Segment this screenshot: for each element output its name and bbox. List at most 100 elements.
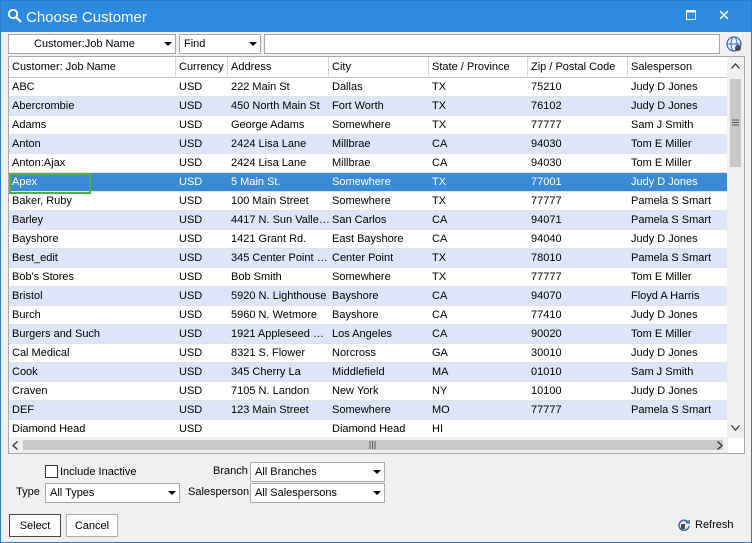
cell-customer-job-name: Baker, Ruby <box>12 195 72 207</box>
cell-zip-postal-code: 77777 <box>531 271 562 283</box>
search-input[interactable] <box>264 34 720 54</box>
include-inactive-label: Include Inactive <box>60 466 137 478</box>
table-row[interactable]: Cook USD 345 Cherry La Middlefield MA 01010 Sa… <box>9 363 728 382</box>
cell-zip-postal-code: 77777 <box>531 404 562 416</box>
maximize-button[interactable] <box>682 7 700 23</box>
cell-salesperson: Judy D Jones <box>631 100 698 112</box>
table-row[interactable]: DEF USD 123 Main Street Somewhere MO 77777 Pam… <box>9 401 728 420</box>
cell-salesperson: Tom E Miller <box>631 138 692 150</box>
globe-icon[interactable] <box>725 35 743 53</box>
table-row[interactable]: Craven USD 7105 N. Landon New York NY 10100 Ju… <box>9 382 728 401</box>
table-row[interactable]: ABC USD 222 Main St Dallas TX 75210 Judy D Jon… <box>9 78 728 97</box>
cell-city: Diamond Head <box>332 423 406 435</box>
cell-state-province: CA <box>432 290 448 302</box>
cell-customer-job-name: DEF <box>12 404 34 416</box>
column-header-address[interactable]: Address <box>228 57 329 78</box>
refresh-icon <box>678 519 691 532</box>
cell-customer-job-name: Anton <box>12 138 41 150</box>
cell-salesperson: Pamela S Smart <box>631 404 712 416</box>
table-row[interactable]: Apex USD 5 Main St. Somewhere TX 77001 Judy D … <box>9 173 728 194</box>
table-row[interactable]: Anton USD 2424 Lisa Lane Millbrae CA 94030 Tom… <box>9 135 728 154</box>
scroll-left-icon[interactable] <box>12 441 18 450</box>
cell-city: Somewhere <box>332 271 391 283</box>
column-header-customer-job-name[interactable]: Customer: Job Name <box>9 57 176 78</box>
cell-zip-postal-code: 30010 <box>531 347 562 359</box>
horizontal-scroll-thumb[interactable] <box>23 440 723 450</box>
cell-city: Millbrae <box>332 138 371 150</box>
cell-city: Bayshore <box>332 290 379 302</box>
scroll-right-icon[interactable] <box>717 441 723 450</box>
cell-state-province: CA <box>432 138 448 150</box>
cell-address: 5 Main St. <box>231 176 281 188</box>
table-row[interactable]: Burch USD 5960 N. Wetmore Bayshore CA 77410 Ju… <box>9 306 728 325</box>
cell-state-province: TX <box>432 271 447 283</box>
cell-state-province: NY <box>432 385 448 397</box>
table-row[interactable]: Adams USD George Adams Somewhere TX 77777 Sam … <box>9 116 728 135</box>
bottom-bar: Select Cancel Refresh <box>1 511 751 542</box>
cell-customer-job-name: Adams <box>12 119 47 131</box>
search-field-combo[interactable]: Customer:Job Name <box>8 34 176 54</box>
column-header-city[interactable]: City <box>329 57 429 78</box>
cell-zip-postal-code: 77001 <box>531 176 562 188</box>
cell-address: 1421 Grant Rd. <box>231 233 307 245</box>
cell-zip-postal-code: 77777 <box>531 119 562 131</box>
table-row[interactable]: Bristol USD 5920 N. Lighthouse Bayshore CA 94… <box>9 287 728 306</box>
table-row[interactable]: Bob's Stores USD Bob Smith Somewhere TX 77777… <box>9 268 728 287</box>
branch-select[interactable]: All Branches <box>250 462 385 482</box>
vertical-scrollbar[interactable] <box>727 57 744 438</box>
scroll-down-icon[interactable] <box>731 425 740 431</box>
table-row[interactable]: Best_edit USD 345 Center Point … Center Poi… <box>9 249 728 268</box>
table-row[interactable]: Burgers and Such USD 1921 Appleseed … Los A… <box>9 325 728 344</box>
cell-state-province: CA <box>432 233 448 245</box>
select-button[interactable]: Select <box>9 514 61 537</box>
column-header-state-province[interactable]: State / Province <box>429 57 528 78</box>
cell-state-province: TX <box>432 195 447 207</box>
type-label: Type <box>16 486 40 498</box>
cell-zip-postal-code: 77777 <box>531 195 562 207</box>
chevron-down-icon <box>246 42 260 46</box>
cell-address: 5920 N. Lighthouse <box>231 290 327 302</box>
close-button[interactable] <box>715 7 733 23</box>
refresh-button[interactable]: Refresh <box>677 518 734 532</box>
search-mode-combo[interactable]: Find <box>179 34 261 54</box>
cell-customer-job-name: Cook <box>12 366 38 378</box>
cell-salesperson: Pamela S Smart <box>631 252 712 264</box>
cell-state-province: CA <box>432 309 448 321</box>
table-row[interactable]: Barley USD 4417 N. Sun Valle… San Carlos CA 9… <box>9 211 728 230</box>
column-header-zip-postal-code[interactable]: Zip / Postal Code <box>528 57 628 78</box>
cell-zip-postal-code: 75210 <box>531 81 562 93</box>
table-row[interactable]: Abercrombie USD 450 North Main St Fort Wort… <box>9 97 728 116</box>
scroll-up-icon[interactable] <box>731 63 740 69</box>
window-title: Choose Customer <box>26 9 147 26</box>
column-header-salesperson[interactable]: Salesperson <box>628 57 728 78</box>
vertical-scroll-thumb[interactable] <box>730 79 741 167</box>
column-header-currency[interactable]: Currency <box>176 57 228 78</box>
salesperson-select-value: All Salespersons <box>255 487 337 499</box>
table-row[interactable]: Anton:Ajax USD 2424 Lisa Lane Millbrae CA 940… <box>9 154 728 173</box>
cell-customer-job-name: Craven <box>12 385 48 397</box>
include-inactive-checkbox[interactable] <box>45 465 58 478</box>
cell-salesperson: Tom E Miller <box>631 271 692 283</box>
cell-city: Somewhere <box>332 176 391 188</box>
cell-address: 345 Center Point … <box>231 252 328 264</box>
cell-zip-postal-code: 77410 <box>531 309 562 321</box>
type-select[interactable]: All Types <box>45 483 180 503</box>
salesperson-select[interactable]: All Salespersons <box>250 483 385 503</box>
table-row[interactable]: Bayshore USD 1421 Grant Rd. East Bayshore CA… <box>9 230 728 249</box>
type-select-value: All Types <box>50 487 95 499</box>
cell-zip-postal-code: 94070 <box>531 290 562 302</box>
customer-grid[interactable]: Customer: Job Name Currency Address City Sta… <box>8 56 745 454</box>
cell-address: Bob Smith <box>231 271 282 283</box>
grid-header: Customer: Job Name Currency Address City Sta… <box>9 57 735 78</box>
cell-address: 345 Cherry La <box>231 366 301 378</box>
cell-address: 8321 S. Flower <box>231 347 305 359</box>
table-row[interactable]: Baker, Ruby USD 100 Main Street Somewhere TX… <box>9 192 728 211</box>
table-row[interactable]: Cal Medical USD 8321 S. Flower Norcross GA 30… <box>9 344 728 363</box>
cell-address: 123 Main Street <box>231 404 309 416</box>
cell-city: Dallas <box>332 81 363 93</box>
horizontal-scrollbar[interactable] <box>9 437 728 453</box>
cancel-button[interactable]: Cancel <box>66 514 118 537</box>
cell-customer-job-name: Best_edit <box>12 252 58 264</box>
cell-salesperson: Judy D Jones <box>631 309 698 321</box>
cell-address: 450 North Main St <box>231 100 320 112</box>
